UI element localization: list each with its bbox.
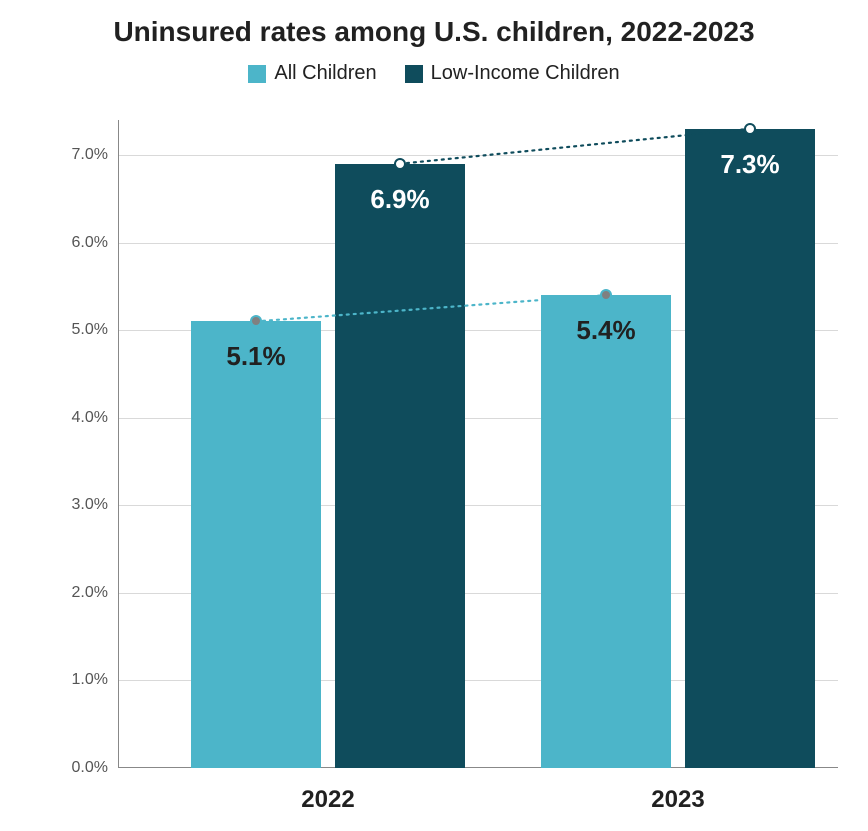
legend: All Children Low-Income Children — [0, 62, 868, 85]
bar — [191, 321, 321, 768]
y-tick-label: 2.0% — [72, 584, 118, 602]
y-tick-label: 4.0% — [72, 409, 118, 427]
series-marker — [744, 123, 756, 135]
y-tick-label: 0.0% — [72, 759, 118, 777]
series-marker — [600, 289, 612, 301]
bar — [335, 164, 465, 768]
series-marker — [250, 315, 262, 327]
bar — [685, 129, 815, 768]
legend-swatch — [248, 65, 266, 83]
legend-label: All Children — [274, 62, 376, 85]
legend-swatch — [405, 65, 423, 83]
y-tick-label: 1.0% — [72, 671, 118, 689]
plot-area: 0.0%1.0%2.0%3.0%4.0%5.0%6.0%7.0%20225.1%… — [118, 120, 838, 768]
y-axis-line — [118, 120, 119, 768]
series-marker — [394, 158, 406, 170]
y-tick-label: 5.0% — [72, 321, 118, 339]
data-label: 5.1% — [226, 341, 285, 372]
chart-title: Uninsured rates among U.S. children, 202… — [0, 0, 868, 48]
legend-item: All Children — [248, 62, 376, 85]
y-tick-label: 7.0% — [72, 146, 118, 164]
data-label: 5.4% — [576, 315, 635, 346]
data-label: 7.3% — [720, 149, 779, 180]
data-label: 6.9% — [370, 184, 429, 215]
y-tick-label: 6.0% — [72, 234, 118, 252]
x-tick-label: 2023 — [651, 768, 704, 814]
legend-label: Low-Income Children — [431, 62, 620, 85]
x-tick-label: 2022 — [301, 768, 354, 814]
legend-item: Low-Income Children — [405, 62, 620, 85]
y-tick-label: 3.0% — [72, 496, 118, 514]
bar — [541, 295, 671, 768]
